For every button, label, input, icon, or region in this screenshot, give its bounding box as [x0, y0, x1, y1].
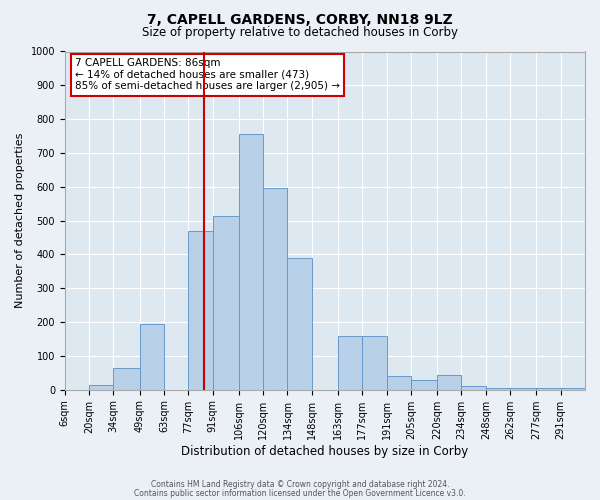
Text: 7 CAPELL GARDENS: 86sqm
← 14% of detached houses are smaller (473)
85% of semi-d: 7 CAPELL GARDENS: 86sqm ← 14% of detache…: [75, 58, 340, 92]
Bar: [287, 258, 312, 390]
Bar: [386, 376, 411, 390]
Bar: [338, 336, 362, 390]
Bar: [560, 388, 585, 390]
Text: Contains public sector information licensed under the Open Government Licence v3: Contains public sector information licen…: [134, 488, 466, 498]
Bar: [510, 388, 536, 390]
Bar: [536, 388, 560, 390]
Text: Size of property relative to detached houses in Corby: Size of property relative to detached ho…: [142, 26, 458, 39]
Bar: [113, 368, 140, 390]
Bar: [239, 134, 263, 390]
Bar: [411, 380, 437, 390]
Bar: [362, 336, 386, 390]
Bar: [212, 216, 239, 390]
Bar: [461, 386, 486, 390]
X-axis label: Distribution of detached houses by size in Corby: Distribution of detached houses by size …: [181, 444, 469, 458]
Bar: [437, 374, 461, 390]
Bar: [140, 324, 164, 390]
Bar: [263, 188, 287, 390]
Bar: [188, 231, 212, 390]
Bar: [89, 386, 113, 390]
Bar: [486, 388, 510, 390]
Text: Contains HM Land Registry data © Crown copyright and database right 2024.: Contains HM Land Registry data © Crown c…: [151, 480, 449, 489]
Text: 7, CAPELL GARDENS, CORBY, NN18 9LZ: 7, CAPELL GARDENS, CORBY, NN18 9LZ: [147, 12, 453, 26]
Y-axis label: Number of detached properties: Number of detached properties: [15, 133, 25, 308]
